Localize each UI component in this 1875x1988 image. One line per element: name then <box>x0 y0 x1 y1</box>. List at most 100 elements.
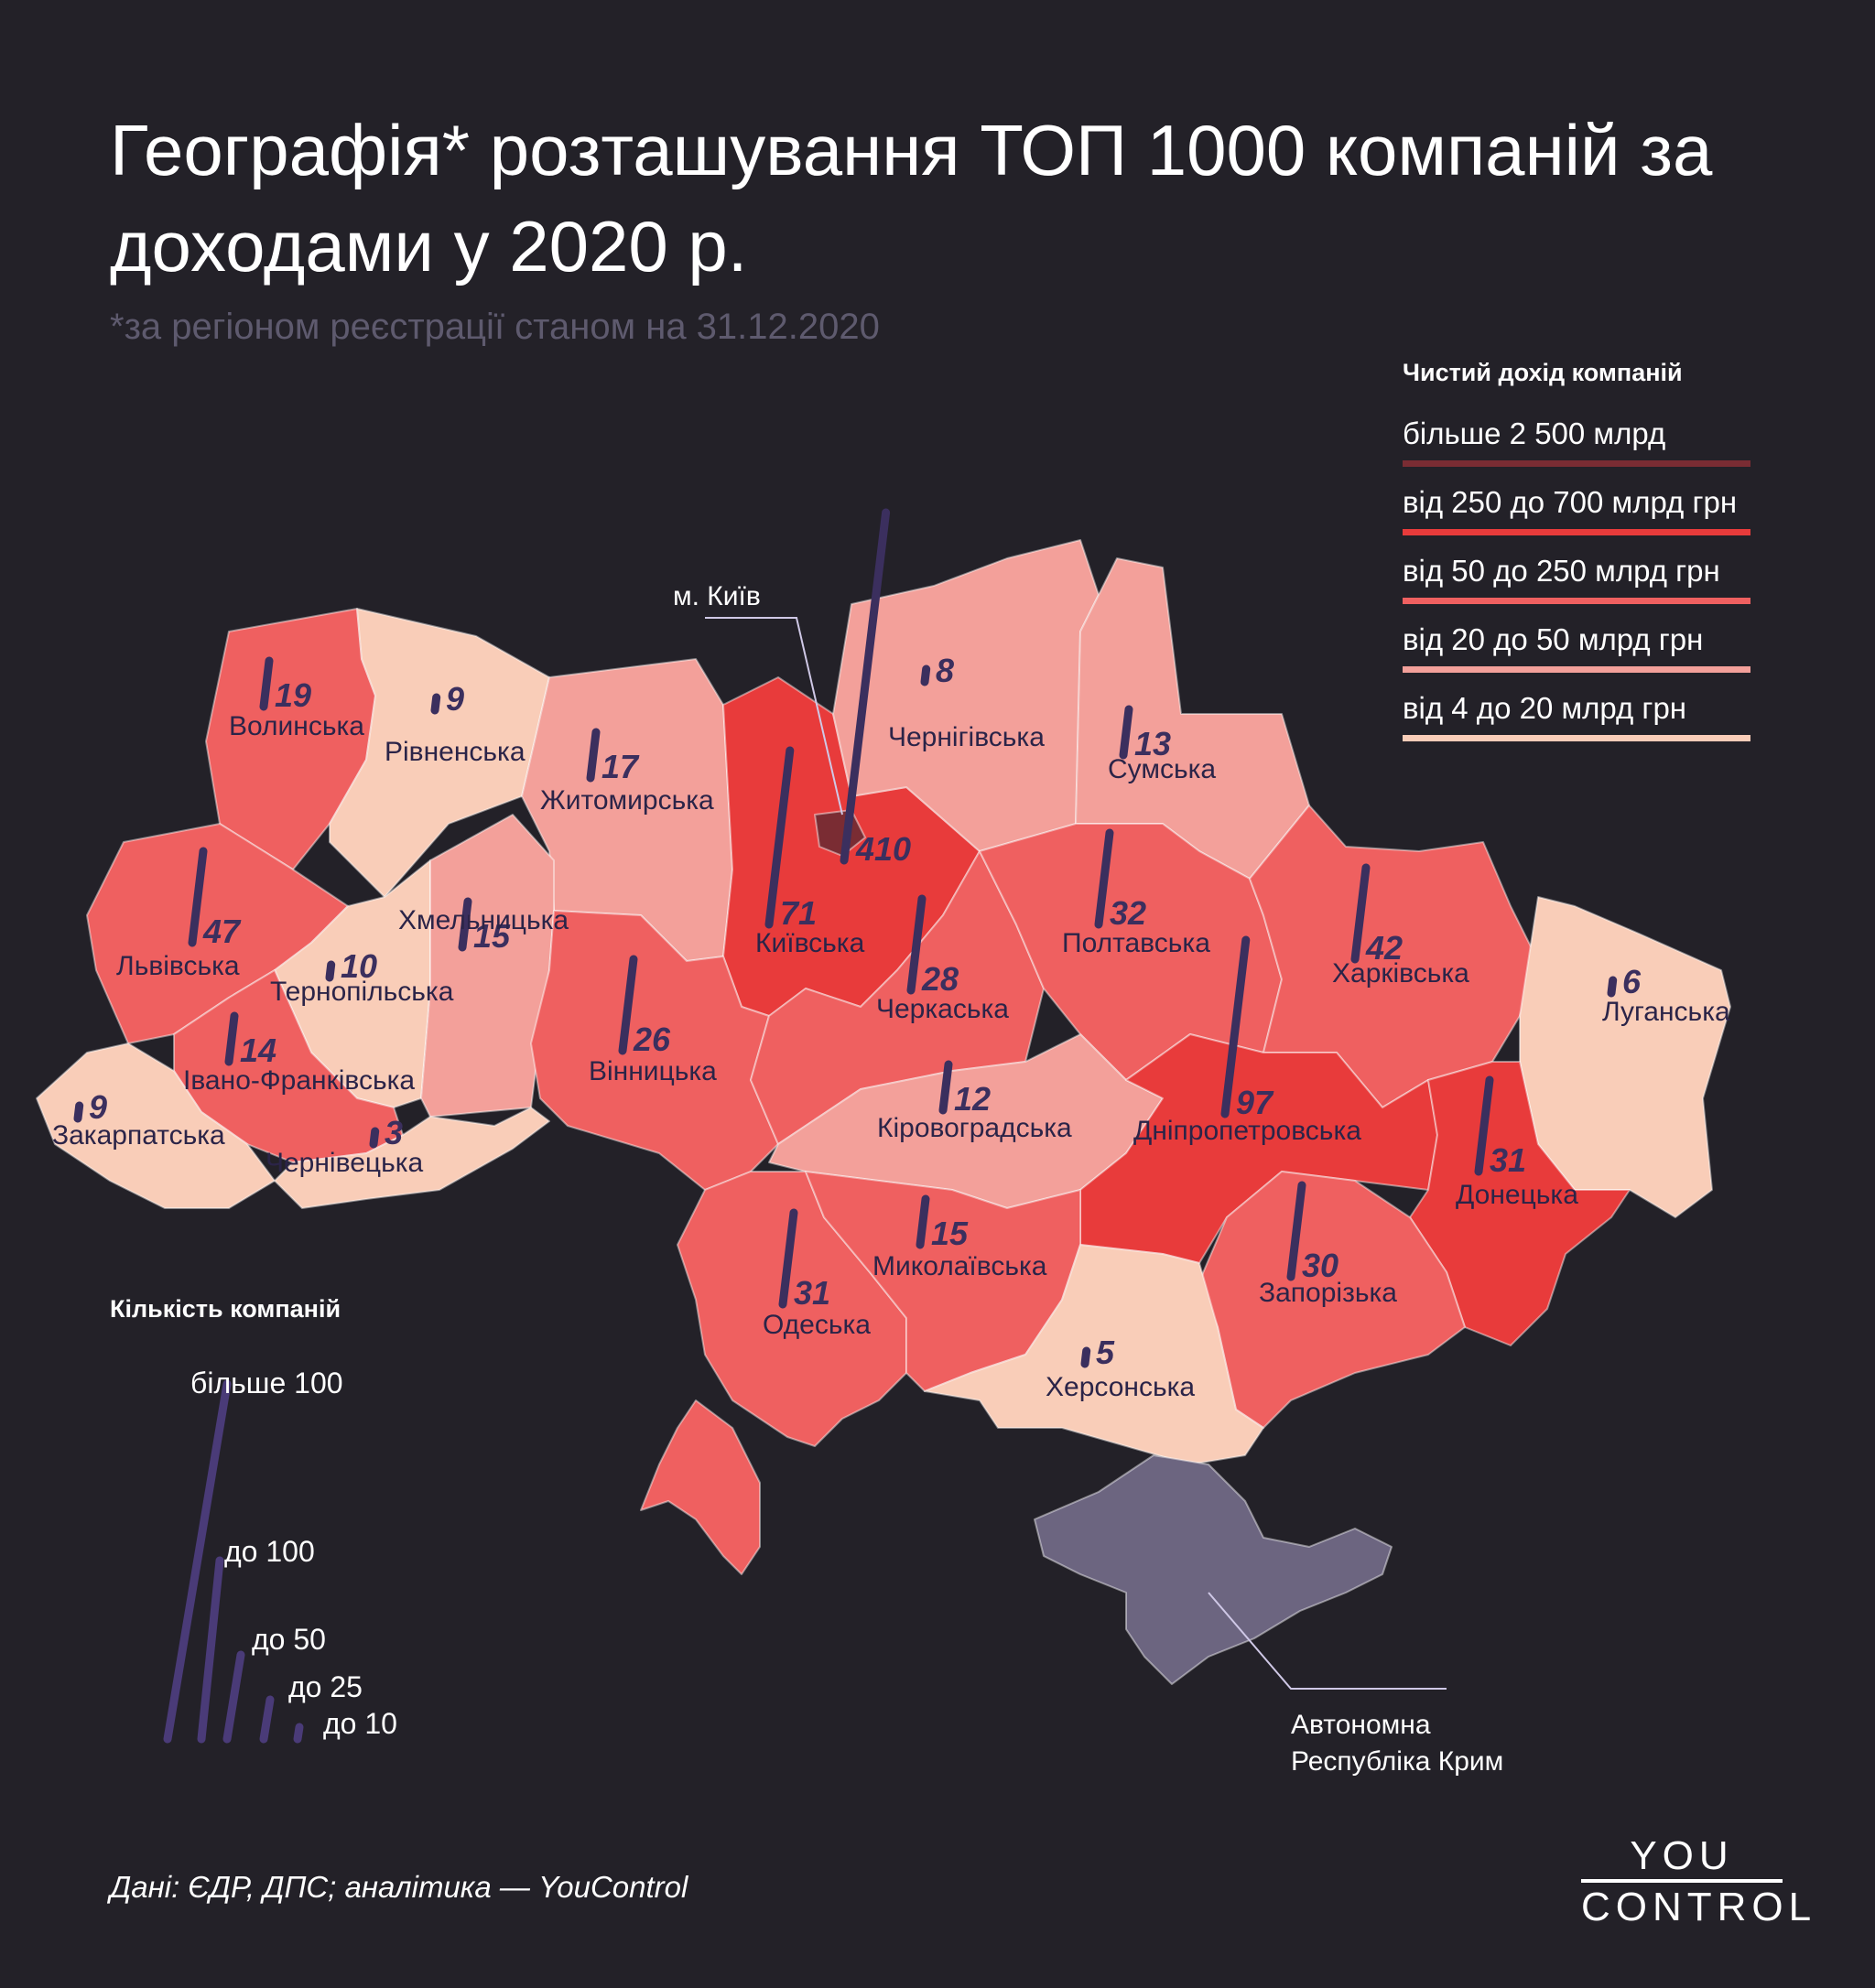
region-name: Чернівецька <box>266 1148 423 1178</box>
region-name: Вінницька <box>589 1056 717 1086</box>
region-name: Кіровоградська <box>877 1113 1072 1143</box>
page-title: Географія* розташування ТОП 1000 компані… <box>110 110 1713 286</box>
region-name: Миколаївська <box>872 1251 1047 1281</box>
region-vinnytska[interactable] <box>530 910 779 1191</box>
region-count: 30 <box>1302 1247 1339 1284</box>
count-legend-label: до 10 <box>323 1707 397 1740</box>
region-count: 9 <box>446 680 464 718</box>
logo-bottom: CONTROL <box>1581 1885 1817 1929</box>
count-legend-bar <box>163 1379 232 1744</box>
region-name: Тернопільська <box>270 977 454 1007</box>
region-name: Волинська <box>229 711 364 741</box>
income-legend-item: від 4 до 20 млрд грн <box>1403 691 1750 760</box>
count-bar <box>1286 1181 1306 1281</box>
region-name: Львівська <box>116 951 240 981</box>
region-name: Херсонська <box>1046 1372 1195 1402</box>
region-count: 71 <box>780 894 817 932</box>
income-legend-swatch <box>1403 735 1750 741</box>
count-bar <box>369 1127 380 1149</box>
region-count: 31 <box>794 1274 830 1312</box>
count-bar <box>1080 1346 1091 1368</box>
region-chernivetska[interactable] <box>274 1107 550 1209</box>
income-legend: Чистий дохід компаній більше 2 500 млрд … <box>1403 359 1750 760</box>
income-legend-item: від 50 до 250 млрд грн <box>1403 554 1750 622</box>
region-count: 19 <box>275 676 311 714</box>
income-legend-label: більше 2 500 млрд <box>1403 416 1666 450</box>
count-legend-bar <box>197 1556 224 1744</box>
region-name: Київська <box>755 928 865 958</box>
region-name: Харківська <box>1332 958 1469 989</box>
logo-top: YOU <box>1630 1833 1734 1878</box>
income-legend-swatch <box>1403 529 1750 535</box>
count-bar <box>73 1101 84 1123</box>
income-legend-label: від 20 до 50 млрд грн <box>1403 622 1704 656</box>
income-legend-label: від 50 до 250 млрд грн <box>1403 554 1720 588</box>
region-name: Одеська <box>763 1310 871 1340</box>
region-count: 15 <box>473 917 511 955</box>
count-bar-kyiv-city <box>840 508 891 865</box>
region-crimea[interactable] <box>1034 1454 1393 1685</box>
region-donetska[interactable] <box>1409 1061 1631 1346</box>
region-luhanska[interactable] <box>1519 896 1731 1218</box>
region-count: 47 <box>202 913 242 950</box>
count-bar <box>458 897 472 952</box>
region-count: 32 <box>1110 894 1146 932</box>
count-bar <box>1119 705 1133 760</box>
count-legend-label: до 100 <box>224 1535 315 1568</box>
income-legend-swatch <box>1403 460 1750 467</box>
count-bar <box>430 693 441 715</box>
region-zaporizka[interactable] <box>1198 1171 1466 1429</box>
region-name: Сумська <box>1108 754 1216 784</box>
count-bar <box>325 960 336 982</box>
kyiv-city-count: 410 <box>855 830 911 868</box>
count-bar <box>586 728 601 783</box>
count-legend-bar <box>222 1650 245 1744</box>
region-count: 8 <box>936 652 954 689</box>
region-name: Чернігівська <box>888 722 1045 752</box>
count-bar <box>1220 935 1251 1118</box>
count-bar <box>764 746 795 929</box>
count-legend-bars <box>163 1379 304 1744</box>
income-legend-heading: Чистий дохід компаній <box>1403 359 1683 386</box>
count-bar <box>920 664 931 686</box>
income-legend-item: від 20 до 50 млрд грн <box>1403 622 1750 691</box>
region-count: 3 <box>385 1114 403 1151</box>
kyiv-callout-line <box>705 617 843 816</box>
region-name: Хмельницька <box>398 905 569 935</box>
region-name: Черкаська <box>876 994 1009 1024</box>
region-rivnenska[interactable] <box>329 608 550 898</box>
count-legend-heading: Кількість компаній <box>110 1295 341 1323</box>
region-count: 10 <box>341 947 377 985</box>
income-legend-label: від 250 до 700 млрд грн <box>1403 485 1738 519</box>
count-legend-bar <box>259 1695 275 1744</box>
page-subtitle: *за регіоном реєстрації станом на 31.12.… <box>110 307 880 347</box>
count-bar <box>188 847 208 947</box>
region-count: 5 <box>1096 1334 1115 1371</box>
region-khmelnytska[interactable] <box>420 814 555 1118</box>
region-khersonska[interactable] <box>924 1244 1264 1465</box>
count-bar <box>1474 1075 1494 1176</box>
region-count: 26 <box>633 1021 671 1058</box>
income-legend-label: від 4 до 20 млрд грн <box>1403 691 1687 725</box>
count-legend: Кількість компаній більше 100 до 100 до … <box>110 1295 549 1753</box>
youcontrol-logo: YOU CONTROL <box>1581 1833 1811 1929</box>
region-name: Івано-Франківська <box>183 1065 415 1096</box>
region-count: 9 <box>89 1088 107 1126</box>
region-name: Донецька <box>1456 1180 1578 1210</box>
region-count: 28 <box>921 960 959 998</box>
region-count: 42 <box>1365 929 1403 967</box>
count-bar <box>778 1208 798 1309</box>
count-bar <box>259 656 274 711</box>
region-count: 6 <box>1622 963 1642 1000</box>
region-name: Луганська <box>1602 997 1730 1027</box>
region-count: 15 <box>931 1215 969 1252</box>
region-zakarpatska[interactable] <box>36 1043 276 1209</box>
region-name: Закарпатська <box>52 1120 225 1151</box>
count-legend-label: більше 100 <box>190 1367 343 1399</box>
region-count: 13 <box>1134 725 1171 762</box>
region-name: Запорізька <box>1259 1278 1397 1308</box>
logo-divider <box>1581 1879 1783 1883</box>
crimea-label: Автономна Республіка Крим <box>1291 1710 1504 1777</box>
count-bar <box>224 1011 239 1066</box>
